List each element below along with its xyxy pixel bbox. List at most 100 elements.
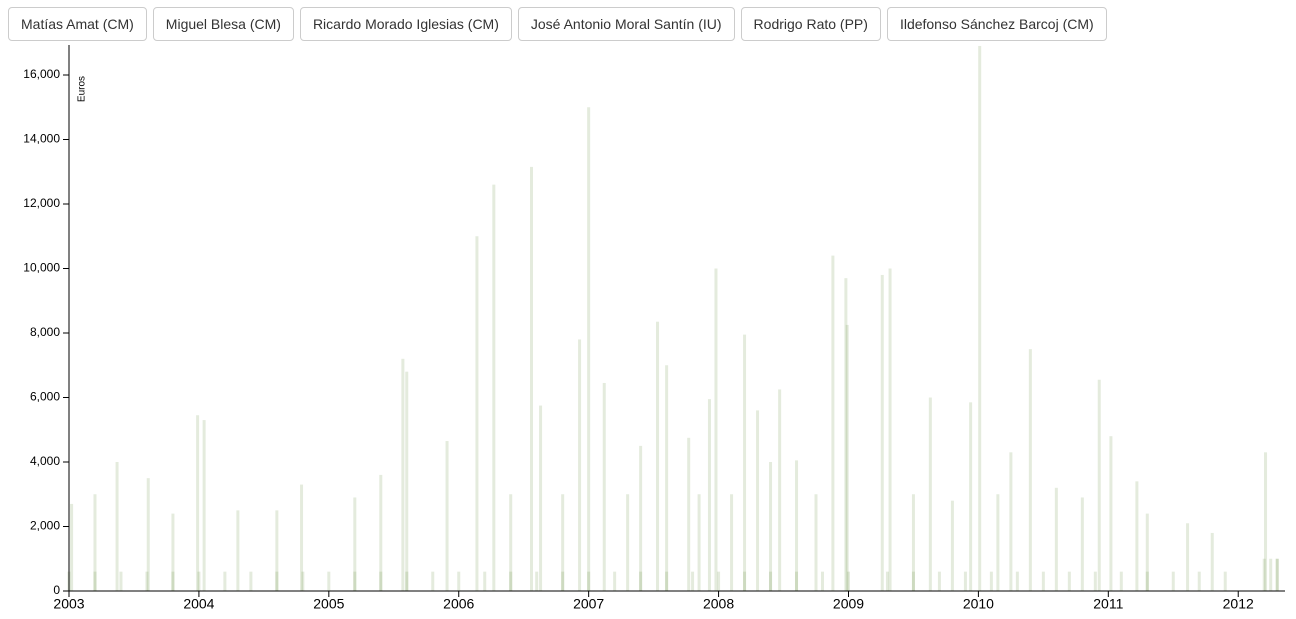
bar bbox=[928, 397, 932, 591]
bar bbox=[445, 441, 449, 591]
y-axis-label: Euros bbox=[77, 76, 88, 102]
bar bbox=[1145, 513, 1149, 591]
bar bbox=[401, 358, 405, 591]
bar bbox=[300, 484, 304, 591]
bar bbox=[146, 478, 150, 591]
bar bbox=[509, 494, 513, 591]
person-button[interactable]: Ildefonso Sánchez Barcoj (CM) bbox=[886, 7, 1107, 41]
bar bbox=[978, 45, 982, 591]
bar bbox=[665, 365, 669, 591]
bar bbox=[236, 510, 240, 591]
person-button[interactable]: José Antonio Moral Santín (IU) bbox=[517, 7, 735, 41]
bar bbox=[119, 571, 123, 591]
bar bbox=[950, 500, 954, 591]
bar bbox=[1109, 436, 1113, 591]
bar bbox=[1015, 571, 1019, 591]
bar bbox=[1093, 571, 1097, 591]
bar bbox=[1210, 532, 1214, 591]
bar bbox=[846, 571, 850, 591]
x-tick-label: 2010 bbox=[963, 596, 994, 612]
bar bbox=[587, 107, 591, 592]
bar bbox=[756, 410, 760, 591]
bar bbox=[353, 571, 357, 591]
x-tick-label: 2004 bbox=[183, 596, 214, 612]
bar bbox=[814, 494, 818, 591]
bar bbox=[1186, 523, 1190, 591]
bar bbox=[795, 571, 799, 591]
bar bbox=[743, 571, 747, 591]
x-tick-label: 2006 bbox=[443, 596, 474, 612]
bar bbox=[301, 571, 305, 591]
person-button[interactable]: Ricardo Morado Iglesias (CM) bbox=[299, 7, 512, 41]
bar bbox=[1097, 379, 1101, 591]
bar bbox=[457, 571, 461, 591]
bar bbox=[769, 461, 773, 591]
bar bbox=[70, 503, 74, 591]
bar bbox=[171, 571, 175, 591]
bar bbox=[687, 437, 691, 591]
x-tick-label: 2008 bbox=[703, 596, 734, 612]
bar bbox=[730, 494, 734, 591]
bar bbox=[1275, 558, 1279, 591]
x-tick-label: 2012 bbox=[1223, 596, 1254, 612]
bar bbox=[1145, 571, 1149, 591]
y-tick-label: 2,000 bbox=[30, 519, 60, 533]
bar bbox=[405, 571, 409, 591]
y-tick-label: 14,000 bbox=[23, 132, 60, 146]
bar bbox=[1080, 497, 1084, 591]
bar bbox=[578, 339, 582, 591]
y-tick-label: 0 bbox=[53, 583, 60, 597]
bar bbox=[937, 571, 941, 591]
bar bbox=[1171, 571, 1175, 591]
x-tick-label: 2005 bbox=[313, 596, 344, 612]
bar bbox=[1041, 571, 1045, 591]
bar bbox=[831, 255, 835, 591]
bar bbox=[1197, 571, 1201, 591]
button-bar: Matías Amat (CM) Miguel Blesa (CM) Ricardo… bbox=[8, 7, 1107, 41]
bar bbox=[1119, 571, 1123, 591]
bar bbox=[202, 420, 206, 591]
bar bbox=[888, 268, 892, 591]
bar bbox=[691, 571, 695, 591]
bar bbox=[639, 445, 643, 591]
bar bbox=[844, 278, 848, 591]
bar bbox=[327, 571, 331, 591]
bar bbox=[223, 571, 227, 591]
bar bbox=[969, 402, 973, 591]
bar bbox=[911, 494, 915, 591]
bar bbox=[405, 371, 409, 591]
bar bbox=[475, 236, 479, 592]
bar bbox=[539, 405, 543, 591]
bar bbox=[587, 571, 591, 591]
bar bbox=[483, 571, 487, 591]
y-tick-label: 8,000 bbox=[30, 325, 60, 339]
bar bbox=[996, 494, 1000, 591]
bar bbox=[656, 321, 660, 591]
bar bbox=[1262, 558, 1266, 591]
bar bbox=[249, 571, 253, 591]
bar bbox=[275, 571, 279, 591]
bar bbox=[275, 510, 279, 591]
bar bbox=[561, 494, 565, 591]
bar bbox=[665, 571, 669, 591]
x-tick-label: 2009 bbox=[833, 596, 864, 612]
bar bbox=[535, 571, 539, 591]
bar bbox=[880, 274, 884, 591]
bar bbox=[626, 494, 630, 591]
bar bbox=[1054, 487, 1058, 591]
bar bbox=[197, 571, 201, 591]
person-button[interactable]: Miguel Blesa (CM) bbox=[152, 7, 294, 41]
y-tick-label: 12,000 bbox=[23, 196, 60, 210]
bar bbox=[431, 571, 435, 591]
bar bbox=[561, 571, 565, 591]
person-button[interactable]: Rodrigo Rato (PP) bbox=[740, 7, 881, 41]
bar bbox=[353, 497, 357, 591]
bar bbox=[989, 571, 993, 591]
bar bbox=[639, 571, 643, 591]
bar bbox=[613, 571, 617, 591]
person-button[interactable]: Matías Amat (CM) bbox=[8, 7, 147, 41]
bar bbox=[795, 460, 799, 591]
x-tick-label: 2011 bbox=[1093, 596, 1123, 612]
bar bbox=[196, 415, 200, 591]
